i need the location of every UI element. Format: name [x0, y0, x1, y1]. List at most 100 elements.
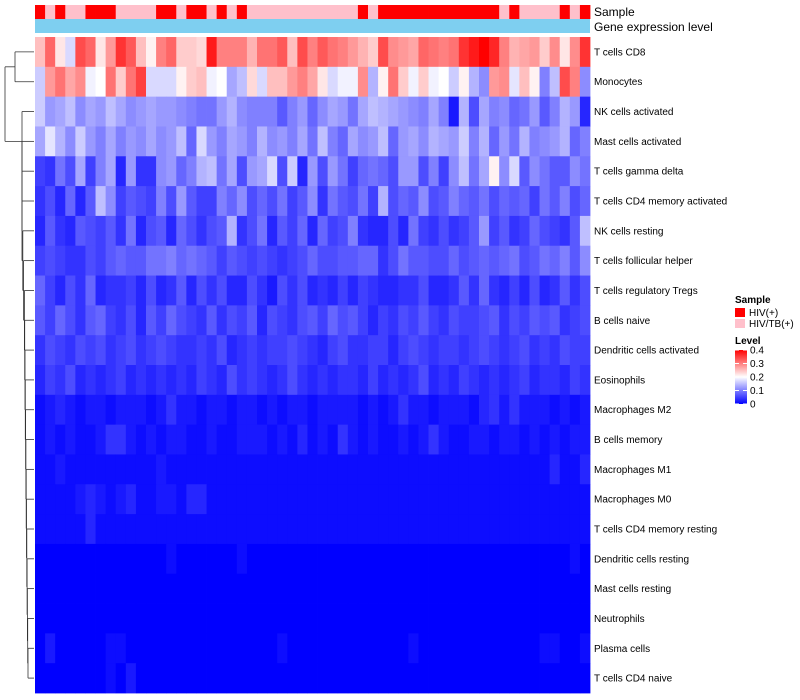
heatmap-cell [347, 215, 359, 247]
heatmap-cell [166, 335, 177, 366]
heatmap-cell [468, 394, 480, 426]
heatmap-cell [317, 394, 329, 426]
heatmap-cell [297, 335, 308, 366]
row-label: Macrophages M1 [594, 465, 672, 476]
heatmap-cell [55, 365, 66, 396]
heatmap-cell [458, 126, 470, 157]
heatmap-cell [398, 514, 409, 545]
heatmap-cell [468, 454, 480, 485]
heatmap-cell [206, 454, 218, 485]
heatmap-cell [35, 573, 46, 604]
heatmap-cell [499, 335, 510, 366]
heatmap-cell [115, 603, 127, 634]
heatmap-cell [236, 365, 248, 396]
heatmap-cell [317, 96, 329, 127]
heatmap-cell [579, 543, 591, 575]
sample-annotation-cell [277, 5, 288, 19]
heatmap-cell [428, 186, 440, 217]
heatmap-cell [236, 573, 248, 604]
heatmap-cell [115, 305, 127, 336]
heatmap-cell [418, 663, 429, 694]
heatmap-cell [115, 424, 127, 455]
heatmap-cell [267, 96, 278, 127]
heatmap-cell [549, 394, 561, 426]
heatmap-cell [85, 275, 96, 306]
heatmap-cell [297, 573, 308, 604]
heatmap-cell [125, 126, 137, 157]
heatmap-cell [277, 37, 288, 68]
heatmap-cell [479, 663, 490, 694]
heatmap-cell [186, 156, 197, 187]
heatmap-cell [277, 633, 288, 664]
heatmap-cell [45, 633, 56, 664]
heatmap-cell [458, 663, 470, 694]
heatmap-cell [559, 305, 571, 336]
heatmap-cell [428, 215, 440, 247]
heatmap-cell [378, 126, 389, 157]
heatmap-cell [105, 245, 117, 276]
heatmap-cell [115, 66, 127, 98]
heatmap-cell [529, 335, 540, 366]
heatmap-cell [408, 424, 419, 455]
heatmap-cell [297, 156, 308, 187]
heatmap-cell [45, 663, 56, 694]
heatmap-cell [579, 633, 591, 664]
heatmap-cell [307, 215, 318, 247]
heatmap-cell [337, 365, 349, 396]
heatmap-cell [458, 484, 470, 515]
heatmap-cell [216, 543, 228, 575]
heatmap-cell [105, 66, 117, 98]
heatmap-cell [579, 603, 591, 634]
sample-annotation-cell [176, 5, 187, 19]
sample-annotation-cell [388, 5, 399, 19]
heatmap-cell [569, 245, 581, 276]
row-label: Dendritic cells activated [594, 346, 699, 357]
heatmap-cell [559, 215, 571, 247]
heatmap-cell [327, 573, 339, 604]
heatmap-cell [468, 186, 480, 217]
heatmap-cell [408, 603, 419, 634]
heatmap-cell [378, 245, 389, 276]
heatmap-cell [236, 603, 248, 634]
heatmap-cell [428, 305, 440, 336]
heatmap-cell [196, 305, 207, 336]
sample-annotation-cell [549, 5, 561, 19]
heatmap-cell [307, 156, 318, 187]
heatmap-cell [287, 454, 298, 485]
heatmap-cell [549, 245, 561, 276]
heatmap-cell [307, 365, 318, 396]
heatmap-cell [55, 484, 66, 515]
heatmap-cell [428, 514, 440, 545]
heatmap-cell [287, 543, 298, 575]
heatmap-cell [438, 275, 450, 306]
sample-annotation-cell [226, 5, 238, 19]
heatmap-cell [105, 394, 117, 426]
heatmap-cell [85, 514, 96, 545]
heatmap-cell [277, 603, 288, 634]
heatmap-cell [307, 245, 318, 276]
heatmap-cell [579, 126, 591, 157]
heatmap-cell [115, 126, 127, 157]
heatmap-cell [418, 335, 429, 366]
heatmap-cell [438, 335, 450, 366]
heatmap-cell [559, 275, 571, 306]
heatmap-cell [85, 484, 96, 515]
heatmap-cell [489, 633, 500, 664]
heatmap-cell [75, 633, 86, 664]
heatmap-cell [196, 424, 207, 455]
heatmap-cell [297, 126, 308, 157]
heatmap-cell [418, 186, 429, 217]
heatmap-cell [287, 514, 298, 545]
sample-annotation-cell [307, 5, 318, 19]
heatmap-cell [337, 543, 349, 575]
heatmap-cell [448, 663, 460, 694]
heatmap-cell [448, 484, 460, 515]
heatmap-cell [267, 573, 278, 604]
heatmap-cell [246, 37, 258, 68]
legend-tick-label: 0.3 [750, 359, 764, 370]
heatmap-cell [176, 275, 187, 306]
heatmap-cell [519, 305, 530, 336]
heatmap-cell [347, 66, 359, 98]
heatmap-cell [499, 543, 510, 575]
heatmap-cell [186, 186, 197, 217]
